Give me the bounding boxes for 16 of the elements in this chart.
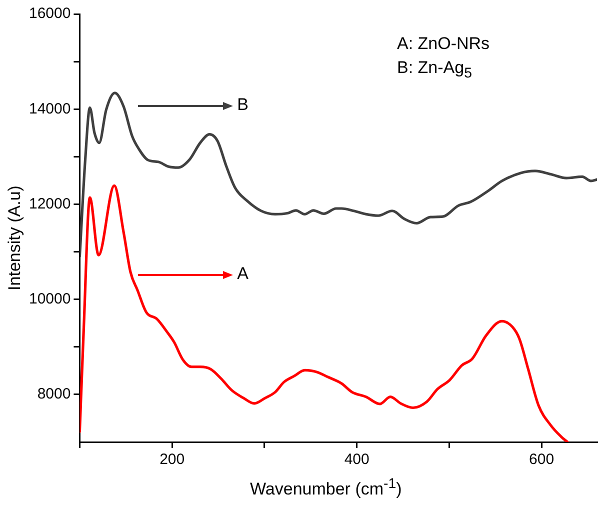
annotation: A: ZnO-NRs (397, 33, 490, 55)
x-tick-label: 200 (160, 451, 185, 468)
line-series (80, 92, 597, 258)
y-tick-label: 12000 (28, 195, 71, 212)
x-tick-label: 600 (529, 451, 554, 468)
y-tick-label: 10000 (28, 290, 71, 308)
x-tick-label: 400 (344, 451, 370, 468)
annotation: B (237, 95, 249, 116)
annotation: A (237, 264, 249, 284)
y-axis-title: Intensity (A.u) (5, 184, 25, 292)
line-series (80, 184, 569, 442)
y-tick-label: 8000 (37, 386, 71, 403)
annotation: B: Zn-Ag$_{5}$ (397, 57, 472, 84)
y-tick-label: 14000 (28, 100, 71, 118)
y-tick-label: 16000 (28, 5, 71, 22)
x-axis-title: Wavenumber (cm$^{-1}$) (250, 476, 402, 500)
